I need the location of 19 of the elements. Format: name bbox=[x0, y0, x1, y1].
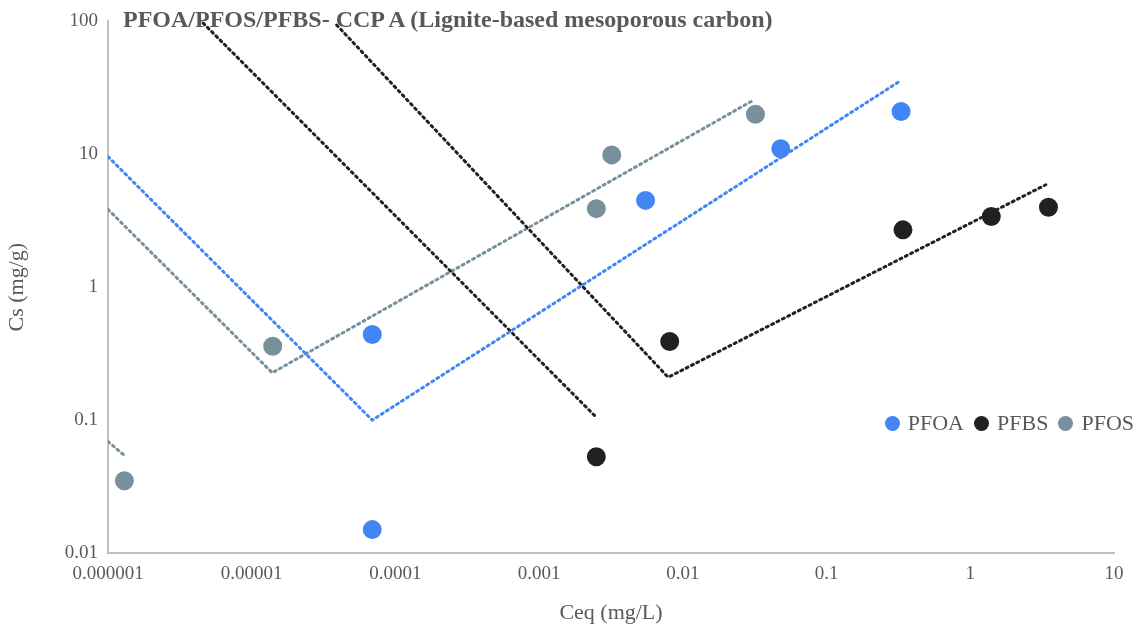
x-tick-label: 0.000001 bbox=[72, 562, 144, 584]
x-tick-label: 0.001 bbox=[517, 562, 561, 584]
x-tick-label: 0.01 bbox=[666, 562, 700, 584]
x-tick-label: 0.1 bbox=[814, 562, 839, 584]
y-tick-label: 1 bbox=[88, 275, 98, 297]
x-tick-label: 0.00001 bbox=[220, 562, 283, 584]
chart-title: PFOA/PFOS/PFBS- CCP A (Lignite-based mesoporous carbon) bbox=[123, 6, 773, 33]
y-tick-label: 100 bbox=[69, 9, 98, 31]
x-axis-title: Ceq (mg/L) bbox=[559, 598, 663, 624]
legend-label: PFOA bbox=[907, 410, 965, 436]
y-tick-label: 10 bbox=[79, 142, 98, 164]
legend-label: PFOS bbox=[1081, 410, 1134, 436]
y-tick-label: 0.01 bbox=[64, 540, 98, 562]
x-tick-label: 0.0001 bbox=[369, 562, 422, 584]
x-tick-label: 10 bbox=[1104, 562, 1124, 584]
x-tick-label: 1 bbox=[965, 562, 976, 584]
y-axis-title: Cs (mg/g) bbox=[2, 242, 28, 332]
legend-label: PFBS bbox=[997, 410, 1049, 436]
y-tick-label: 0.1 bbox=[74, 408, 98, 430]
